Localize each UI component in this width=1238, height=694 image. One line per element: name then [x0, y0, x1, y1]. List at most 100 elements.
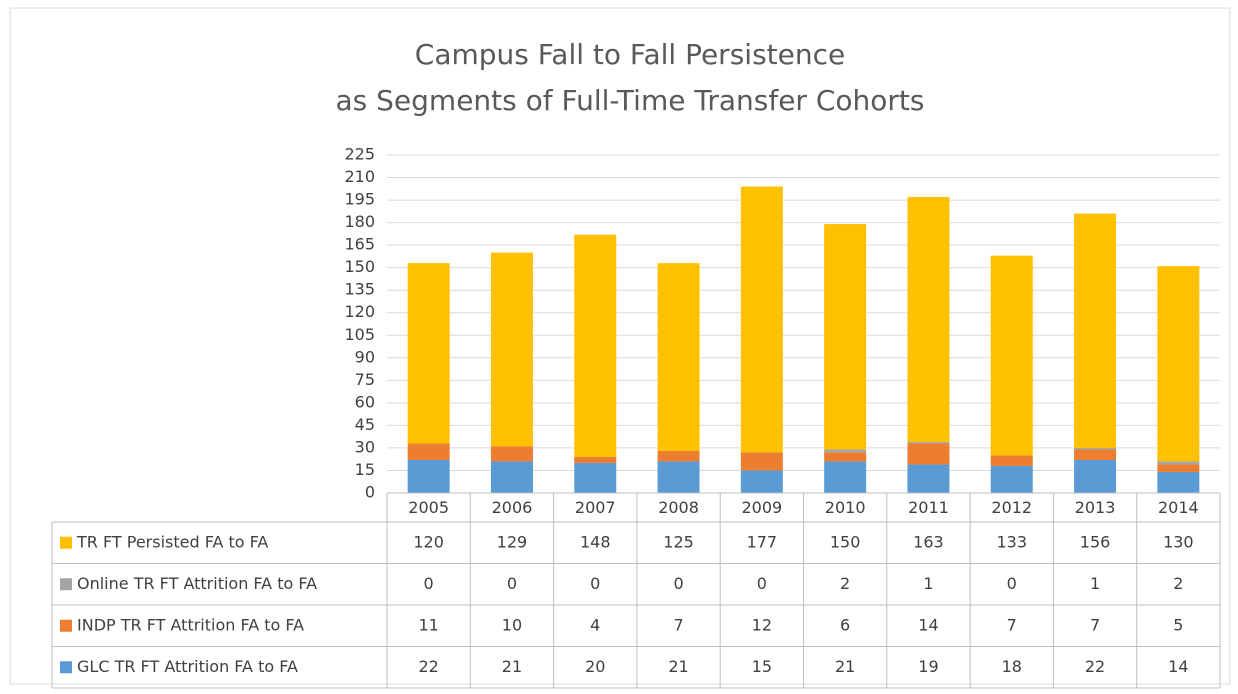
- chart-title: as Segments of Full-Time Transfer Cohort…: [336, 84, 925, 117]
- table-cell: 2: [840, 574, 850, 593]
- table-cell: 19: [918, 657, 938, 676]
- table-cell: 11: [418, 615, 438, 634]
- legend-swatch: [60, 661, 72, 674]
- legend-label: Online TR FT Attrition FA to FA: [77, 574, 317, 593]
- y-tick-label: 195: [344, 190, 375, 209]
- table-cell: 14: [1168, 657, 1188, 676]
- x-tick-label: 2011: [908, 498, 949, 517]
- legend-label: INDP TR FT Attrition FA to FA: [77, 615, 304, 634]
- bar-segment: [824, 461, 867, 493]
- bar-segment: [1157, 471, 1200, 493]
- bar-segment: [1157, 461, 1200, 465]
- bar-segment: [1074, 449, 1117, 460]
- bar-segment: [574, 234, 617, 457]
- x-tick-label: 2009: [741, 498, 782, 517]
- bar-segment: [1074, 213, 1117, 448]
- table-cell: 7: [1090, 615, 1100, 634]
- y-tick-label: 0: [365, 483, 375, 502]
- table-cell: 12: [752, 615, 772, 634]
- table-cell: 5: [1173, 615, 1183, 634]
- bar-segment: [657, 461, 700, 493]
- bar-segment: [907, 441, 950, 444]
- chart-title: Campus Fall to Fall Persistence: [415, 38, 845, 71]
- x-tick-label: 2006: [492, 498, 533, 517]
- bar-segment: [740, 470, 783, 493]
- legend-swatch: [60, 578, 72, 591]
- table-cell: 7: [673, 615, 683, 634]
- bar-segment: [824, 224, 867, 450]
- x-tick-label: 2012: [991, 498, 1032, 517]
- y-tick-label: 225: [344, 145, 375, 164]
- bar-segment: [1157, 266, 1200, 462]
- table-cell: 7: [1007, 615, 1017, 634]
- y-tick-label: 180: [344, 212, 375, 231]
- bar-segment: [1157, 464, 1200, 472]
- bar-segment: [407, 443, 450, 460]
- y-tick-label: 120: [344, 302, 375, 321]
- table-cell: 1: [1090, 574, 1100, 593]
- table-cell: 0: [673, 574, 683, 593]
- table-cell: 2: [1173, 574, 1183, 593]
- table-cell: 0: [424, 574, 434, 593]
- bar-segment: [657, 450, 700, 462]
- bar-segment: [907, 443, 950, 465]
- chart-frame: [9, 7, 1231, 685]
- table-cell: 14: [918, 615, 938, 634]
- table-cell: 133: [996, 532, 1027, 551]
- table-cell: 21: [835, 657, 855, 676]
- x-tick-label: 2014: [1158, 498, 1199, 517]
- bar-segment: [907, 464, 950, 493]
- bar-segment: [990, 465, 1033, 493]
- table-cell: 120: [413, 532, 444, 551]
- bar-segment: [907, 197, 950, 442]
- table-cell: 21: [502, 657, 522, 676]
- table-cell: 1: [923, 574, 933, 593]
- bar-segment: [1074, 447, 1117, 450]
- legend-swatch: [60, 619, 72, 632]
- y-tick-label: 135: [344, 280, 375, 299]
- bar-segment: [990, 455, 1033, 466]
- bar-segment: [407, 459, 450, 493]
- bar-segment: [490, 446, 533, 462]
- y-tick-label: 90: [355, 347, 375, 366]
- bar-segment: [740, 186, 783, 453]
- bar-segment: [407, 263, 450, 444]
- table-cell: 22: [1085, 657, 1105, 676]
- table-cell: 125: [663, 532, 694, 551]
- bar-segment: [740, 452, 783, 471]
- table-cell: 0: [1007, 574, 1017, 593]
- bar-segment: [490, 461, 533, 493]
- table-cell: 0: [507, 574, 517, 593]
- bar-segment: [574, 456, 617, 463]
- table-cell: 20: [585, 657, 605, 676]
- table-cell: 130: [1163, 532, 1194, 551]
- y-tick-label: 60: [355, 392, 375, 411]
- x-tick-label: 2005: [408, 498, 449, 517]
- bar-segment: [1074, 459, 1117, 493]
- legend-label: GLC TR FT Attrition FA to FA: [77, 657, 298, 676]
- bar-segment: [990, 255, 1033, 456]
- table-cell: 4: [590, 615, 600, 634]
- legend-swatch: [60, 536, 72, 549]
- table-cell: 156: [1080, 532, 1111, 551]
- y-tick-label: 165: [344, 235, 375, 254]
- table-cell: 150: [830, 532, 861, 551]
- table-cell: 18: [1002, 657, 1022, 676]
- table-cell: 21: [668, 657, 688, 676]
- table-cell: 0: [590, 574, 600, 593]
- table-cell: 148: [580, 532, 611, 551]
- y-tick-label: 45: [355, 415, 375, 434]
- legend-label: TR FT Persisted FA to FA: [76, 532, 268, 551]
- table-cell: 0: [757, 574, 767, 593]
- table-cell: 22: [418, 657, 438, 676]
- table-cell: 10: [502, 615, 522, 634]
- y-tick-label: 30: [355, 437, 375, 456]
- x-tick-label: 2008: [658, 498, 699, 517]
- bar-segment: [824, 449, 867, 453]
- table-cell: 163: [913, 532, 944, 551]
- bar-segment: [574, 462, 617, 493]
- bar-segment: [824, 452, 867, 462]
- table-cell: 129: [497, 532, 528, 551]
- table-cell: 177: [747, 532, 778, 551]
